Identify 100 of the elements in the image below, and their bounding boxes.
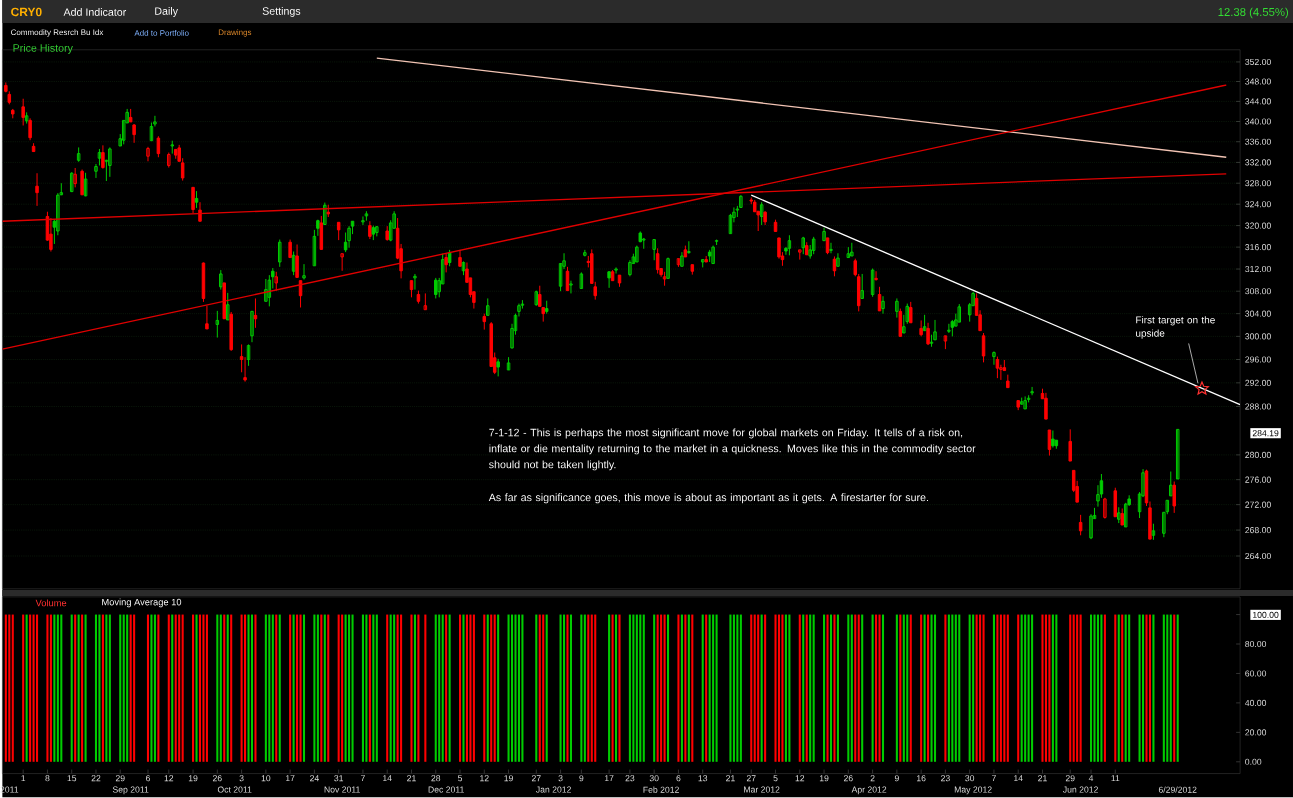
y-tick-label: 20.00 [1245, 729, 1267, 736]
text: Add Indicator [63, 8, 127, 17]
candlestick [1030, 386, 1034, 396]
x-tick-label: 13 [698, 775, 708, 782]
candlestick [423, 293, 428, 311]
candlestick [846, 246, 851, 259]
candlestick [1175, 429, 1180, 480]
x-tick-label: 23 [625, 775, 635, 782]
x-tick-label: 30 [649, 775, 659, 782]
y-tick-label: 344.00 [1245, 98, 1271, 105]
candlestick [347, 225, 351, 249]
x-tick-label: 1 [21, 775, 26, 782]
y-tick-label: 304.00 [1245, 310, 1271, 317]
y-tick-label: 340.00 [1245, 118, 1271, 125]
y-tick-label: 288.00 [1245, 403, 1271, 410]
candlestick [146, 146, 150, 163]
candlestick [919, 320, 923, 338]
candlestick [870, 268, 875, 298]
x-tick-label: 14 [1014, 775, 1023, 782]
candlestick [895, 298, 899, 319]
candlestick [149, 122, 154, 142]
candlestick [35, 172, 39, 207]
text: Daily [155, 7, 178, 18]
x2-tick-label: Nov 2011 [324, 786, 360, 793]
y-tick-label: 296.00 [1245, 356, 1271, 363]
x-tick-label: 26 [843, 775, 853, 782]
candlestick [1047, 429, 1052, 457]
y-tick-label: 348.00 [1245, 78, 1271, 85]
x-tick-label: 16 [917, 775, 926, 782]
candlestick [101, 145, 105, 170]
candlestick [156, 135, 161, 158]
x-tick-label: 12 [795, 775, 805, 782]
candlestick [69, 171, 74, 193]
y-tick-label: 308.00 [1245, 288, 1271, 295]
x-tick-label: 14 [383, 775, 392, 782]
y-tick-label: 312.00 [1245, 266, 1271, 273]
x-tick-label: 9 [894, 775, 899, 782]
candlestick [277, 239, 282, 268]
candlestick [108, 147, 112, 178]
candlestick [607, 270, 611, 289]
y-tick-label: 320.00 [1245, 222, 1271, 229]
candlestick [947, 323, 951, 334]
x-tick-label: 27 [746, 775, 756, 782]
candlestick [312, 229, 317, 267]
x-tick-label: 5 [457, 775, 463, 782]
annotation: First target on the upside [1136, 316, 1215, 339]
x-tick-label: 19 [188, 775, 198, 782]
x-tick-label: 6 [146, 775, 151, 782]
candlestick [652, 239, 656, 261]
candlestick [787, 234, 792, 257]
y-tick-label: 280.00 [1245, 452, 1271, 459]
y-tick-label: 328.00 [1245, 180, 1271, 187]
candlestick [80, 169, 84, 196]
candlestick [981, 332, 986, 364]
candlestick [836, 252, 840, 268]
candlestick [250, 310, 254, 343]
candlestick [1172, 481, 1176, 514]
candlestick [1068, 429, 1072, 462]
text: 12.38 (4.55%) [1218, 7, 1289, 19]
x-tick-label: 12 [480, 775, 489, 782]
candlestick [274, 271, 279, 292]
candlestick [655, 248, 660, 275]
x-tick-label: 6 [676, 775, 681, 782]
text: 100.00 [1253, 612, 1279, 619]
y-tick-label: 300.00 [1245, 333, 1271, 340]
candlestick [215, 310, 220, 339]
x2-tick-label: Dec 2011 [428, 786, 464, 793]
candlestick [76, 147, 81, 163]
candlestick [1078, 514, 1083, 537]
annotation: 7-1-12 - This is perhaps the most significant move for global markets on Friday. It tells of a risk on, inflate or die mentality returning to the market in a quickness. Moves like this in the commodity sector should not be taken lightly. [489, 428, 976, 471]
candlestick [995, 356, 1000, 379]
candlestick [413, 273, 417, 291]
candlestick [1103, 497, 1107, 520]
y-tick-label: 0.00 [1245, 758, 1262, 766]
candlestick [860, 273, 864, 300]
x-tick-label: 19 [504, 775, 513, 782]
candlestick [628, 259, 632, 278]
candlestick [569, 280, 573, 295]
x-tick-label: 10 [261, 775, 271, 782]
candlestick [73, 167, 77, 189]
text: Settings [262, 7, 301, 18]
candlestick [49, 217, 53, 253]
x-tick-label: 9 [579, 775, 584, 782]
x-tick-label: 17 [285, 775, 295, 782]
x2-tick-label: Apr 2012 [851, 786, 887, 795]
chart-title: CRY0 [11, 7, 42, 17]
y-tick-label: 276.00 [1245, 476, 1271, 483]
candlestick [340, 253, 344, 272]
candlestick [205, 305, 209, 330]
x-tick-label: 12 [164, 775, 174, 782]
x2-tick-label: May 2012 [954, 786, 992, 795]
x2-tick-label: Jun 2012 [1062, 786, 1098, 793]
candlestick [874, 270, 878, 282]
x-tick-label: 29 [115, 775, 125, 782]
candlestick [246, 344, 251, 367]
y-tick-label: 324.00 [1245, 201, 1271, 208]
y-tick-label: 332.00 [1245, 159, 1271, 166]
x-tick-label: 17 [604, 775, 614, 782]
candlestick [219, 269, 223, 291]
x-tick-label: 3 [239, 775, 244, 782]
